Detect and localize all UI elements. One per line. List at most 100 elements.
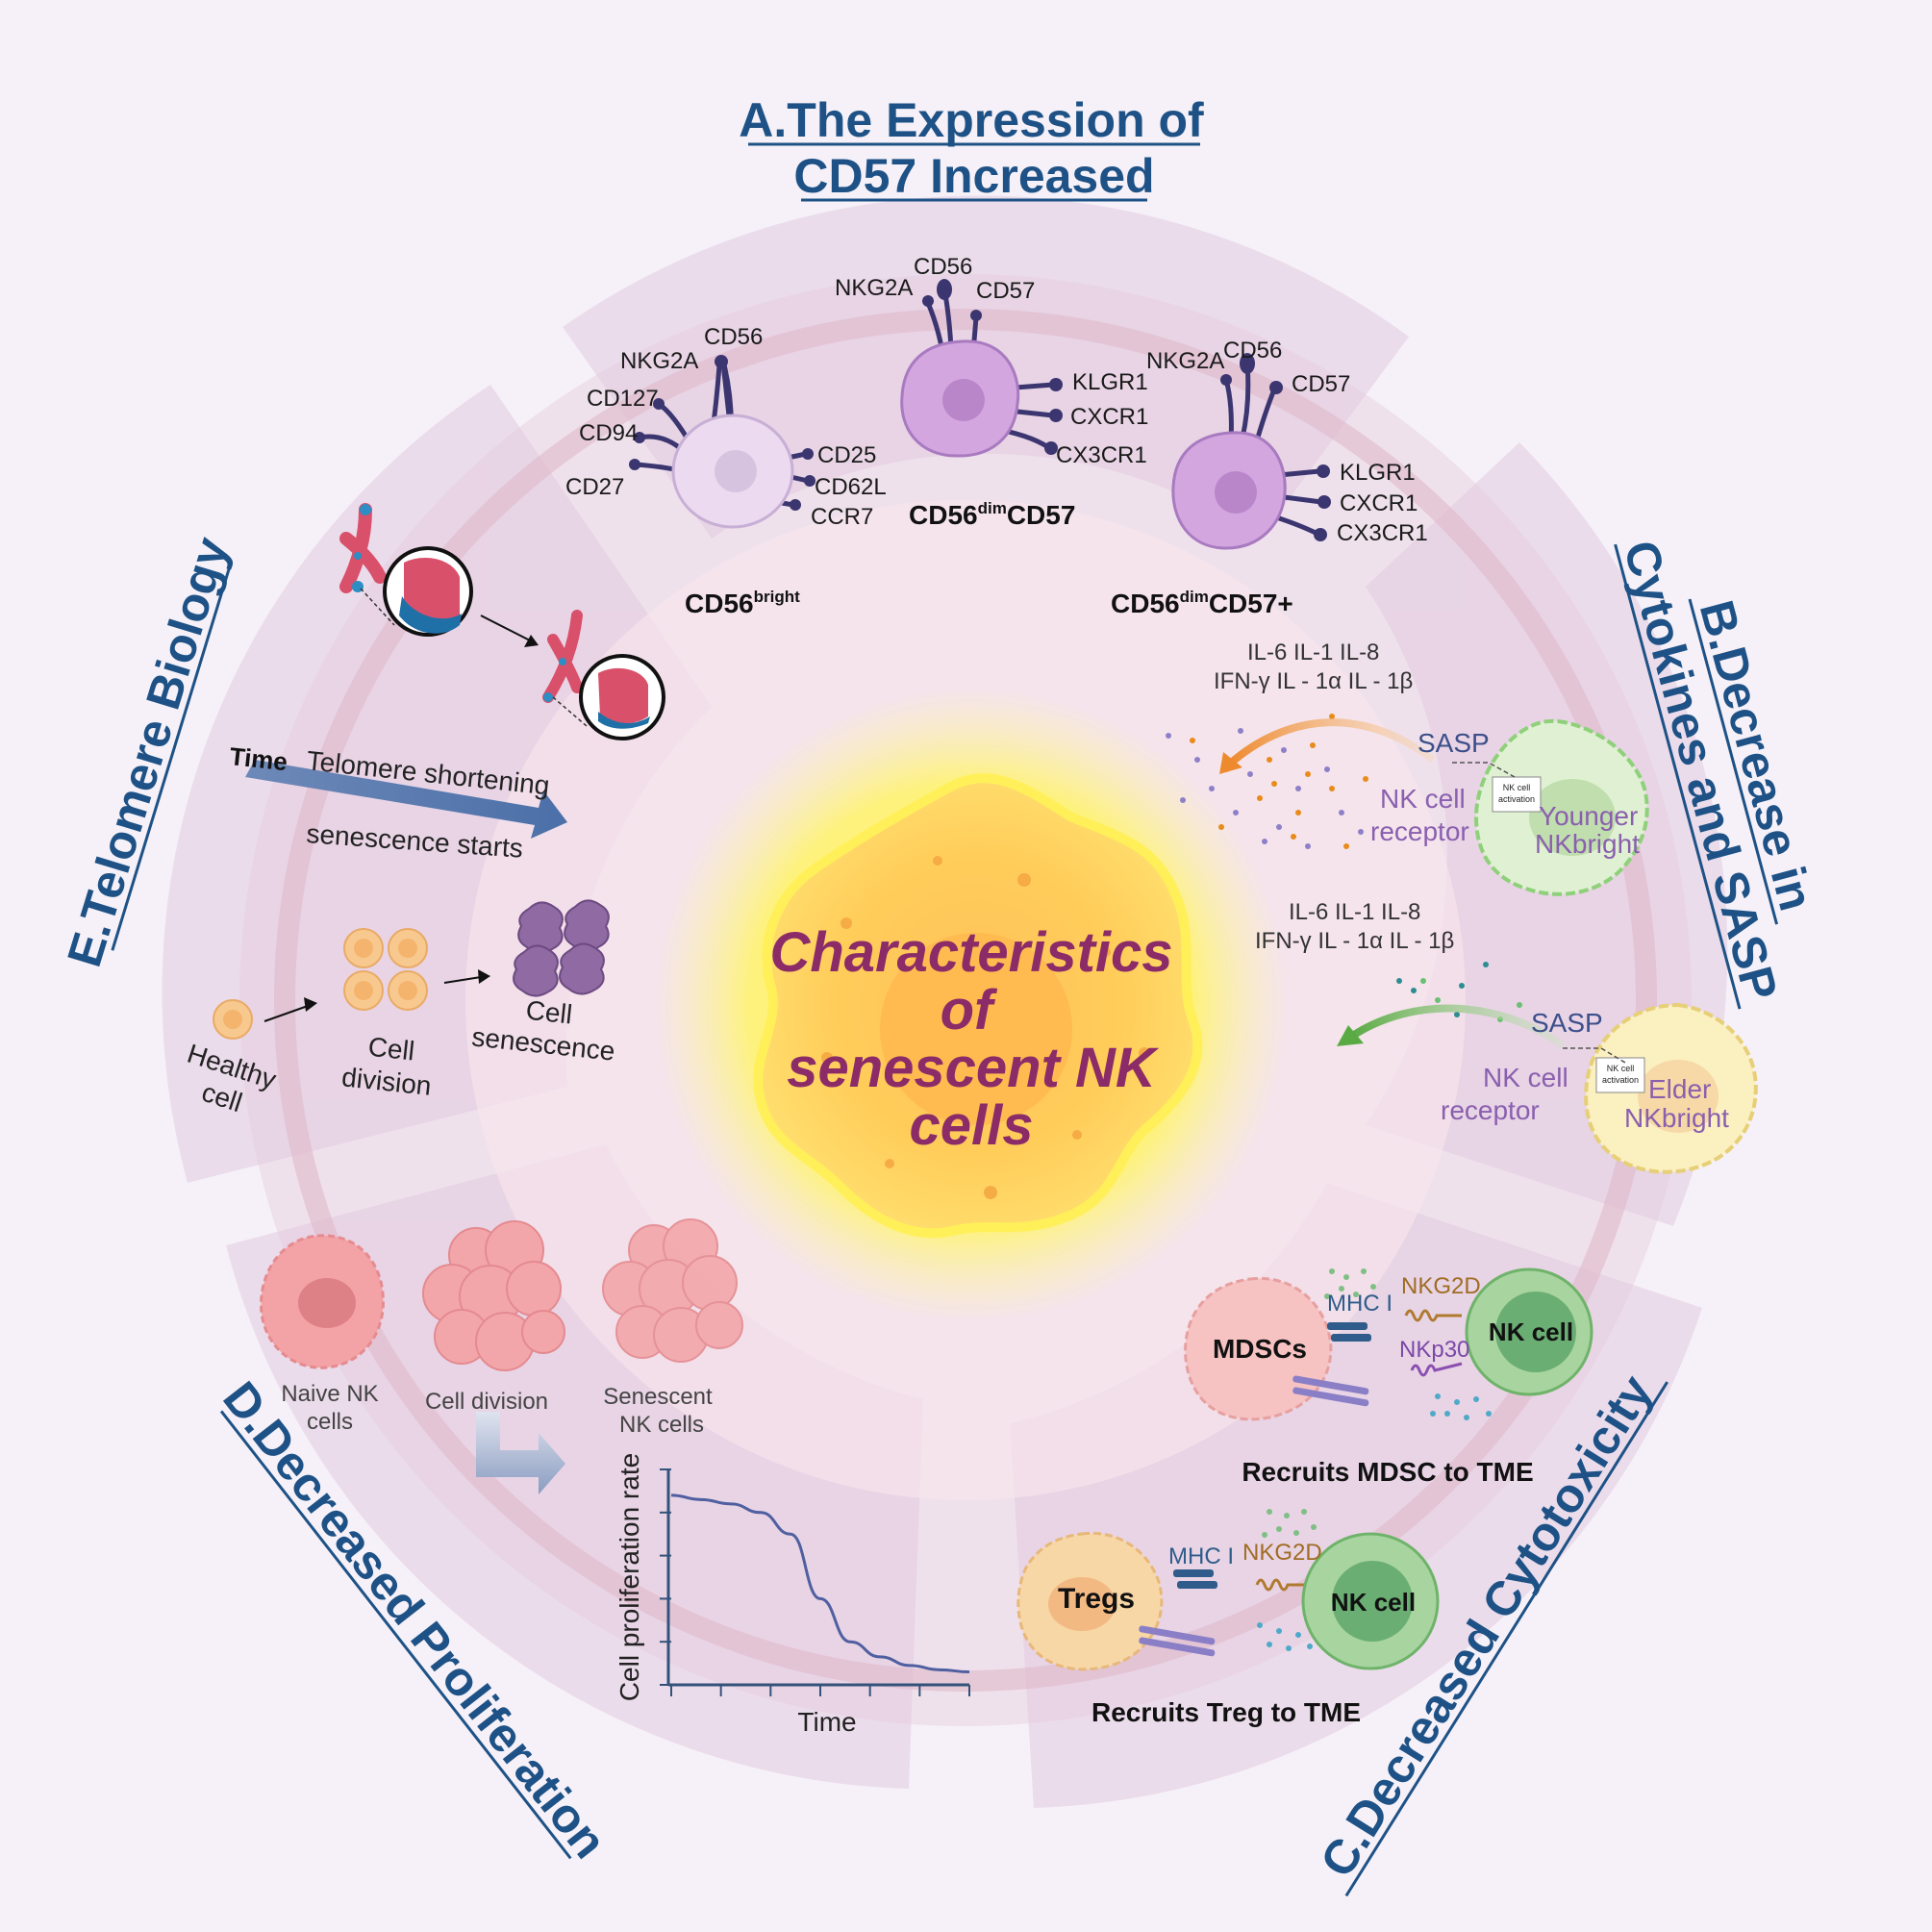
elder-nk-nucleus bbox=[1638, 1060, 1719, 1133]
young-sasp-arrow bbox=[1226, 718, 1436, 767]
young-cell-line2: NKbright bbox=[1535, 829, 1640, 859]
cell1-marker-cd127: CD127 bbox=[587, 386, 659, 412]
cd56dim-cd57-label: CD56dimCD57 bbox=[909, 499, 1075, 530]
chart-xlabel: Time bbox=[797, 1707, 856, 1737]
mdsc-dots-top bbox=[1324, 1268, 1376, 1299]
nkp30-coil bbox=[1410, 1362, 1463, 1377]
center-title-line1: Characteristics bbox=[769, 921, 1172, 984]
elder-receptor-line bbox=[1563, 1047, 1626, 1064]
elder-cell-line1: Elder bbox=[1648, 1074, 1711, 1104]
division-arrow bbox=[443, 976, 482, 984]
cd56bright-cell-nucleus bbox=[715, 450, 757, 492]
senescent-nk-cells bbox=[602, 1218, 743, 1363]
cell3-marker-klgr1: KLGR1 bbox=[1340, 460, 1416, 486]
elder-receptor-line1: NK cell bbox=[1483, 1063, 1568, 1092]
cell-senescence-line1: Cell bbox=[524, 995, 573, 1030]
treg-dots-top bbox=[1262, 1509, 1317, 1538]
young-cell-line1: Younger bbox=[1539, 801, 1638, 831]
cell3-marker-cd57: CD57 bbox=[1292, 371, 1350, 397]
telomere-time-arrow bbox=[245, 760, 567, 839]
nk-cell-treg-label: NK cell bbox=[1331, 1588, 1416, 1617]
mhc-receptor-treg bbox=[1173, 1569, 1217, 1589]
young-cytokine-dots bbox=[1166, 714, 1368, 849]
young-sasp-label: SASP bbox=[1418, 728, 1490, 758]
mdsc-group: MDSCs NK cell MHC I NKG2D NKp30 Recruits… bbox=[1184, 1267, 1593, 1487]
chromosome-arrow bbox=[480, 615, 535, 643]
treg-caption: Recruits Treg to TME bbox=[1091, 1697, 1361, 1727]
cell2-marker-cxcr1: CXCR1 bbox=[1070, 404, 1148, 430]
cell2-marker-cd56: CD56 bbox=[914, 254, 972, 280]
mdsc-ligand bbox=[1292, 1375, 1369, 1407]
proliferation-arrow bbox=[476, 1412, 565, 1494]
chromosome-arrowhead bbox=[524, 635, 539, 647]
chromosome-short bbox=[542, 610, 583, 703]
senescent-cells bbox=[513, 899, 610, 997]
young-sasp-group: IL-6 IL-1 IL-8 IFN-γ IL - 1α IL - 1β bbox=[1166, 640, 1649, 896]
elder-sasp-label: SASP bbox=[1531, 1008, 1603, 1038]
treg-group: Tregs NK cell MHC I NKG2D Recruits Treg … bbox=[1016, 1509, 1440, 1727]
cell1-marker-cd25: CD25 bbox=[817, 442, 876, 468]
cell-division-line1: Cell bbox=[366, 1032, 415, 1066]
cell2-marker-cd57: CD57 bbox=[976, 278, 1035, 304]
dividing-nk-cells bbox=[422, 1220, 565, 1371]
section-b-underline2 bbox=[1614, 543, 1742, 1010]
cell1-marker-cd94: CD94 bbox=[579, 420, 638, 446]
young-cytokines-line1: IL-6 IL-1 IL-8 bbox=[1247, 640, 1379, 665]
section-a-title-line2: CD57 Increased bbox=[793, 149, 1154, 203]
elder-cytokines-line1: IL-6 IL-1 IL-8 bbox=[1289, 899, 1420, 925]
young-activation-line1: NK cell bbox=[1503, 783, 1531, 792]
elder-receptor-line2: receptor bbox=[1441, 1095, 1540, 1125]
cell2-marker-klgr1: KLGR1 bbox=[1072, 369, 1148, 395]
nkg2d-label-treg: NKG2D bbox=[1242, 1540, 1322, 1566]
mdsc-caption: Recruits MDSC to TME bbox=[1242, 1457, 1533, 1487]
cell1-marker-cd56: CD56 bbox=[704, 324, 763, 350]
center-dots bbox=[821, 856, 1150, 1199]
section-b-underline1 bbox=[1688, 598, 1779, 925]
section-a-title-line1: A.The Expression of bbox=[739, 93, 1204, 147]
senescent-line1: Senescent bbox=[603, 1384, 713, 1410]
telomere-short-detail bbox=[598, 667, 650, 729]
mdsc-dots-bottom bbox=[1430, 1393, 1492, 1420]
cd56dim-cd57-cell-nucleus bbox=[942, 379, 985, 421]
telomere-long-detail bbox=[399, 558, 462, 634]
senescent-line2: NK cells bbox=[619, 1412, 704, 1438]
mid-ring bbox=[274, 309, 1657, 1692]
section-c-underline bbox=[1344, 1381, 1669, 1897]
chart-ylabel: Cell proliferation rate bbox=[615, 1453, 644, 1701]
nk-cell-mdsc-inner bbox=[1495, 1292, 1576, 1372]
center-core: Characteristics of senescent NK cells bbox=[654, 688, 1289, 1322]
naive-line2: cells bbox=[307, 1409, 353, 1435]
mhc-receptor-mdsc bbox=[1327, 1322, 1371, 1342]
mdsc-cell bbox=[1184, 1276, 1333, 1421]
section-e-underline bbox=[111, 566, 231, 951]
cell3-marker-cx3cr1: CX3CR1 bbox=[1337, 520, 1428, 546]
center-title-line3: senescent NK bbox=[787, 1037, 1160, 1099]
treg-label: Tregs bbox=[1058, 1583, 1135, 1615]
nkg2d-coil-mdsc bbox=[1404, 1309, 1462, 1322]
cd56dim-cd57plus-cell-nucleus bbox=[1215, 471, 1257, 514]
cell1-marker-cd27: CD27 bbox=[565, 474, 624, 500]
division-label: Cell division bbox=[425, 1389, 548, 1415]
nkg2d-label-mdsc: NKG2D bbox=[1401, 1273, 1481, 1299]
healthy-arrow bbox=[263, 1005, 309, 1022]
elder-cytokines-line2: IFN-γ IL - 1α IL - 1β bbox=[1255, 928, 1454, 954]
cell3-marker-nkg2a: NKG2A bbox=[1146, 348, 1224, 374]
young-receptor-line bbox=[1452, 762, 1516, 778]
cell1-marker-nkg2a: NKG2A bbox=[620, 348, 698, 374]
center-title-line4: cells bbox=[910, 1094, 1034, 1157]
young-activation-line2: activation bbox=[1498, 794, 1535, 804]
nk-cell-treg-inner bbox=[1332, 1561, 1413, 1642]
elder-sasp-arrowhead bbox=[1337, 1025, 1364, 1046]
nk-cell-mdsc-label: NK cell bbox=[1489, 1317, 1573, 1346]
healthy-cell bbox=[213, 999, 253, 1040]
young-receptor-line2: receptor bbox=[1370, 816, 1469, 846]
young-cytokines-line2: IFN-γ IL - 1α IL - 1β bbox=[1214, 668, 1413, 694]
young-activation-box bbox=[1492, 776, 1542, 813]
mhc-label-mdsc: MHC I bbox=[1327, 1291, 1393, 1317]
elder-activation-box bbox=[1595, 1057, 1645, 1093]
treg-nucleus bbox=[1048, 1577, 1116, 1631]
nkp30-label: NKp30 bbox=[1399, 1337, 1469, 1363]
center-nucleus bbox=[880, 933, 1072, 1125]
healthy-arrowhead bbox=[304, 997, 317, 1012]
